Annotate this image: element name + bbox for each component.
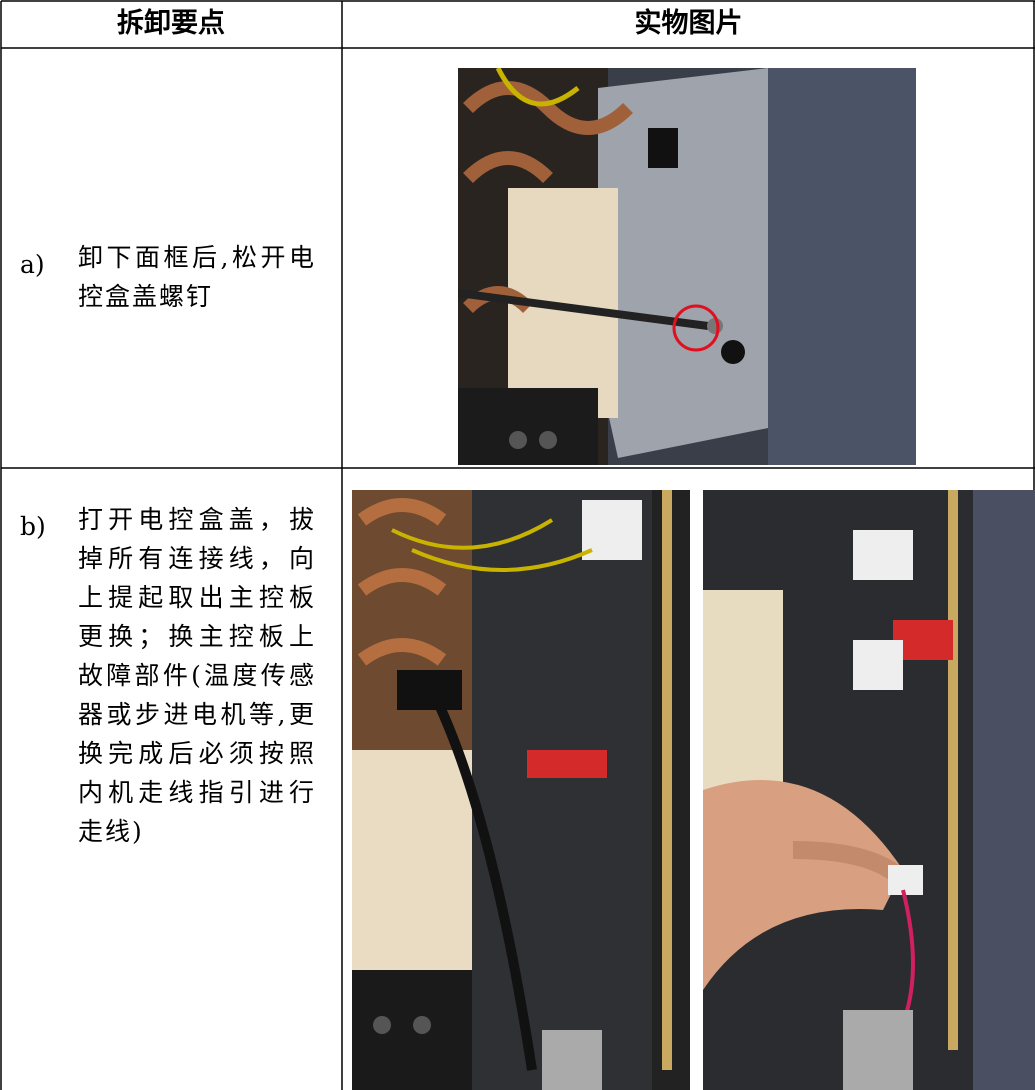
header-cell: 拆卸要点 bbox=[117, 8, 225, 39]
photo bbox=[703, 490, 1035, 1090]
header-cell: 实物图片 bbox=[634, 8, 743, 39]
step-text: 卸下面框后,松开电控盒盖螺钉 bbox=[78, 243, 316, 311]
step-label: b) bbox=[20, 512, 46, 541]
step-text: 打开电控盒盖，拔掉所有连接线，向上提起取出主控板更换；换主控板上故障部件(温度传… bbox=[78, 505, 316, 846]
step-label: a) bbox=[20, 250, 45, 279]
photo bbox=[352, 490, 690, 1090]
photo bbox=[458, 68, 916, 465]
